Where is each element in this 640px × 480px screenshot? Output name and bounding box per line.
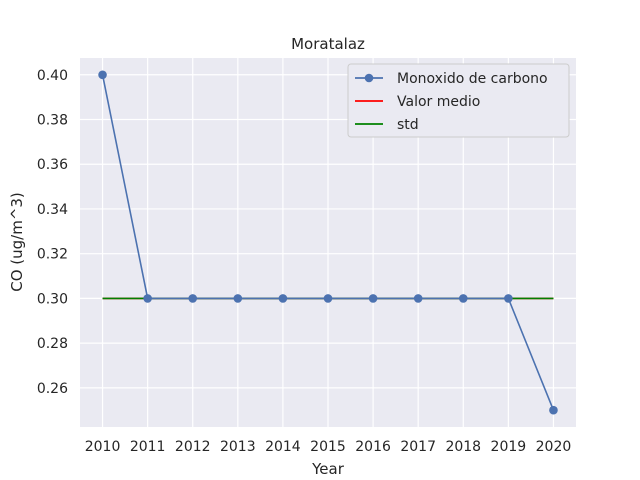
data-point xyxy=(188,294,198,303)
legend-marker xyxy=(364,73,374,83)
series-layer xyxy=(98,70,558,415)
x-tick-label: 2012 xyxy=(175,439,211,455)
data-point xyxy=(323,294,333,303)
y-tick-label: 0.40 xyxy=(37,68,68,84)
x-tick-label: 2011 xyxy=(130,439,166,455)
data-point xyxy=(98,70,107,80)
x-tick-label: 2019 xyxy=(491,439,527,455)
data-point xyxy=(413,294,423,303)
y-axis-label: CO (ug/m^3) xyxy=(8,192,26,292)
x-tick-label: 2014 xyxy=(265,439,301,455)
y-tick-label: 0.34 xyxy=(37,202,68,218)
x-tick-label: 2020 xyxy=(536,439,572,455)
x-tick-label: 2018 xyxy=(445,439,481,455)
legend-label: std xyxy=(397,117,419,133)
legend-box xyxy=(347,63,570,138)
data-point xyxy=(458,294,468,303)
y-tick-label: 0.28 xyxy=(37,336,68,352)
x-tick-label: 2013 xyxy=(220,439,256,455)
y-tick-label: 0.30 xyxy=(37,291,68,307)
y-tick-label: 0.26 xyxy=(37,381,68,397)
x-tick-labels: 2010 2011 2012 2013 2014 2015 2016 2017 2018 2019… xyxy=(85,439,572,455)
x-tick-label: 2015 xyxy=(310,439,346,455)
x-tick-label: 2016 xyxy=(355,439,391,455)
x-axis-label: Year xyxy=(311,460,345,478)
legend-label: Valor medio xyxy=(397,94,480,110)
data-point xyxy=(278,294,288,303)
chart-title: Moratalaz xyxy=(291,35,365,53)
y-tick-labels: 0.26 0.28 0.30 0.32 0.34 0.36 0.38 0.40 xyxy=(37,68,68,397)
data-point xyxy=(233,294,243,303)
y-tick-label: 0.38 xyxy=(37,113,68,129)
legend-label: Monoxido de carbono xyxy=(397,71,548,87)
legend-items: Monoxido de carbono Valor medio std xyxy=(355,71,548,133)
y-tick-label: 0.32 xyxy=(37,247,68,263)
data-point xyxy=(549,405,558,415)
data-point xyxy=(143,294,152,303)
data-point xyxy=(368,294,378,303)
data-point xyxy=(504,294,513,303)
y-tick-label: 0.36 xyxy=(37,157,68,173)
x-tick-label: 2010 xyxy=(85,439,121,455)
legend: Monoxido de carbono Valor medio std xyxy=(347,63,570,138)
x-tick-label: 2017 xyxy=(400,439,436,455)
